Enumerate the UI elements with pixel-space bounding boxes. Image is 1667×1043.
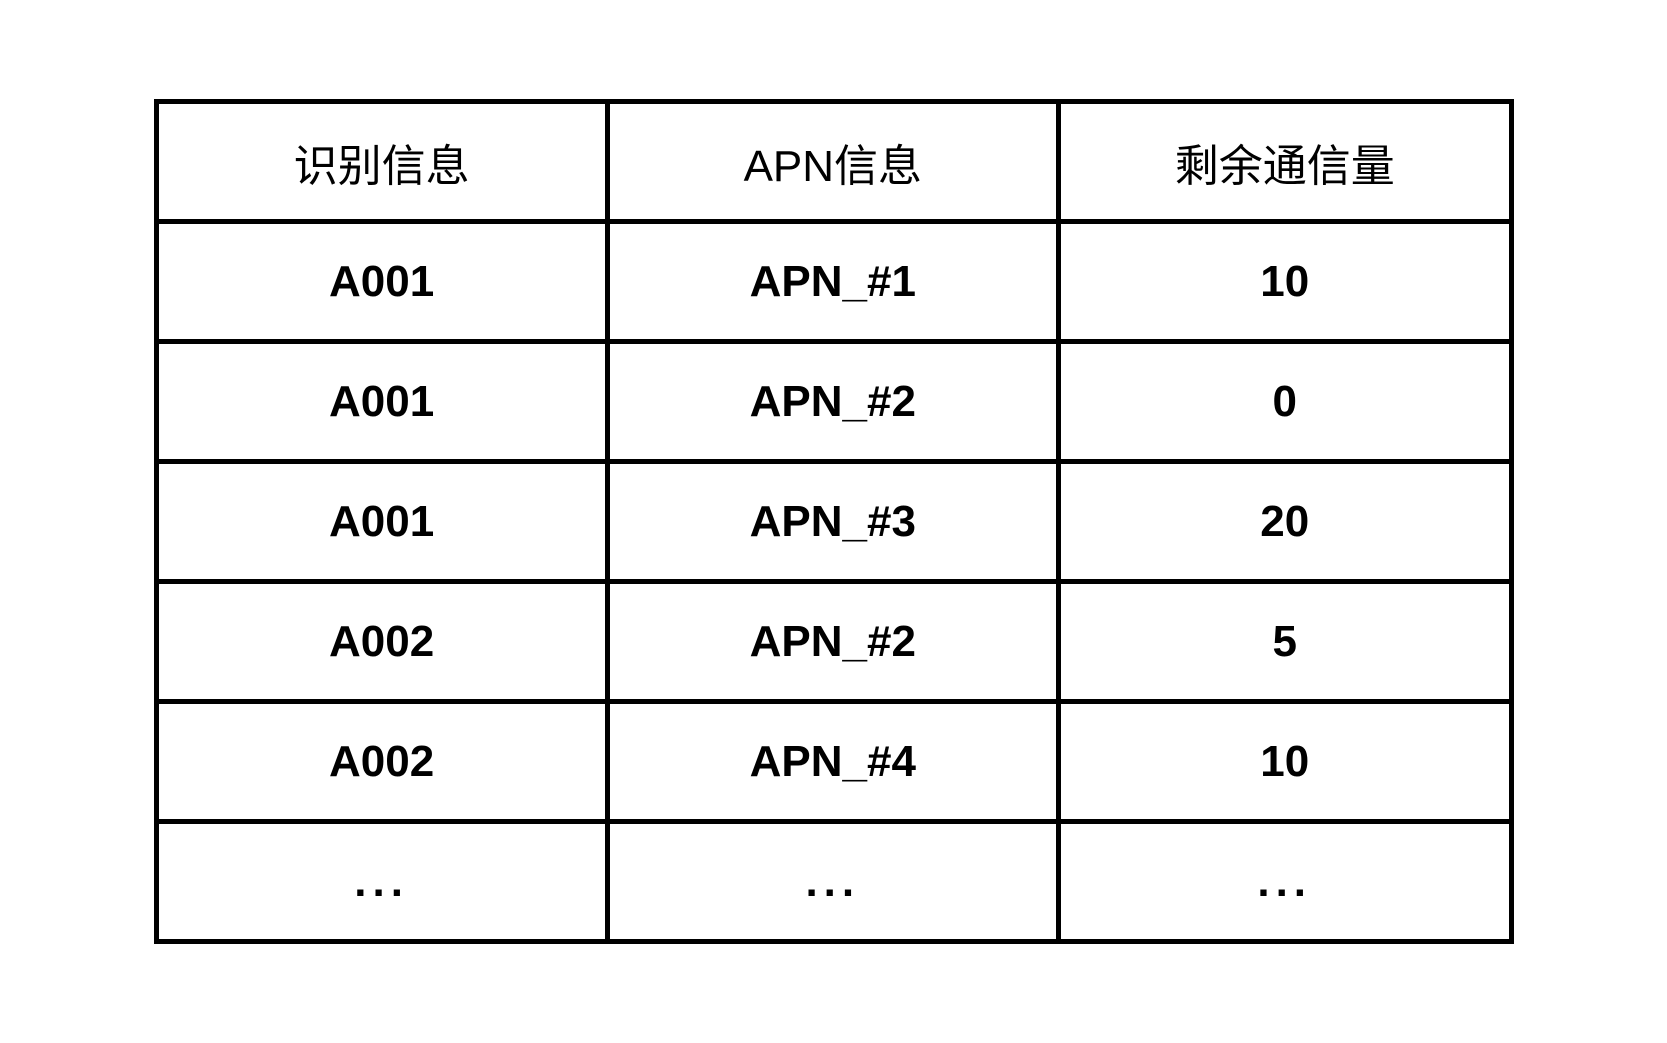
table-row: A001 APN_#1 10 — [156, 222, 1511, 342]
cell-apn: APN_#3 — [607, 462, 1058, 582]
cell-remaining: 0 — [1058, 342, 1511, 462]
cell-id: A001 — [156, 342, 607, 462]
column-header-id: 识别信息 — [156, 102, 607, 222]
cell-ellipsis: ... — [156, 822, 607, 942]
cell-remaining: 10 — [1058, 702, 1511, 822]
column-header-remaining: 剩余通信量 — [1058, 102, 1511, 222]
table-row-ellipsis: ... ... ... — [156, 822, 1511, 942]
table-row: A001 APN_#3 20 — [156, 462, 1511, 582]
cell-id: A002 — [156, 582, 607, 702]
table-row: A001 APN_#2 0 — [156, 342, 1511, 462]
cell-ellipsis: ... — [607, 822, 1058, 942]
cell-apn: APN_#1 — [607, 222, 1058, 342]
table-header-row: 识别信息 APN信息 剩余通信量 — [156, 102, 1511, 222]
table-row: A002 APN_#2 5 — [156, 582, 1511, 702]
cell-ellipsis: ... — [1058, 822, 1511, 942]
table-row: A002 APN_#4 10 — [156, 702, 1511, 822]
cell-apn: APN_#4 — [607, 702, 1058, 822]
cell-remaining: 10 — [1058, 222, 1511, 342]
data-table: 识别信息 APN信息 剩余通信量 A001 APN_#1 10 A001 APN… — [154, 99, 1514, 944]
cell-id: A002 — [156, 702, 607, 822]
column-header-apn: APN信息 — [607, 102, 1058, 222]
cell-remaining: 5 — [1058, 582, 1511, 702]
data-table-container: 识别信息 APN信息 剩余通信量 A001 APN_#1 10 A001 APN… — [154, 99, 1514, 944]
cell-id: A001 — [156, 462, 607, 582]
cell-apn: APN_#2 — [607, 582, 1058, 702]
cell-id: A001 — [156, 222, 607, 342]
cell-remaining: 20 — [1058, 462, 1511, 582]
cell-apn: APN_#2 — [607, 342, 1058, 462]
